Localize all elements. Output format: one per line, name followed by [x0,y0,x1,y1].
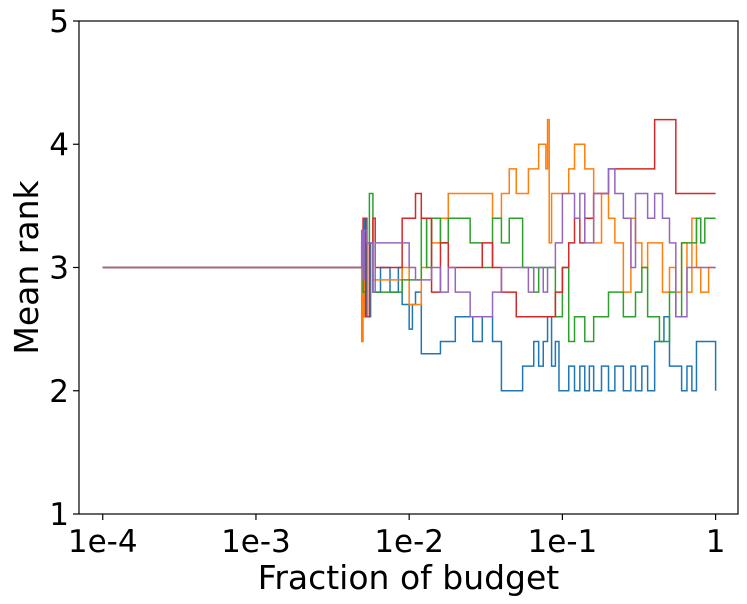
x-tick-label: 1e-4 [68,524,138,560]
x-tick-label: 1e-3 [221,524,291,560]
y-tick-label: 1 [49,497,69,533]
x-tick-label: 1e-1 [528,524,598,560]
y-axis: 1 2 3 4 5 [49,4,79,533]
y-tick-label: 5 [49,4,69,40]
series-line-1 [102,217,717,392]
series-line-5 [102,168,716,318]
y-tick-label: 3 [49,251,69,287]
y-axis-title: Mean rank [7,180,46,355]
y-tick-label: 2 [49,374,69,410]
x-tick-label: 1 [706,524,726,560]
y-tick-label: 4 [49,127,69,163]
x-tick-label: 1e-2 [374,524,444,560]
x-axis-title: Fraction of budget [258,558,560,597]
x-axis: 1e-4 1e-3 1e-2 1e-1 1 [68,514,726,560]
series-layer [102,118,717,392]
